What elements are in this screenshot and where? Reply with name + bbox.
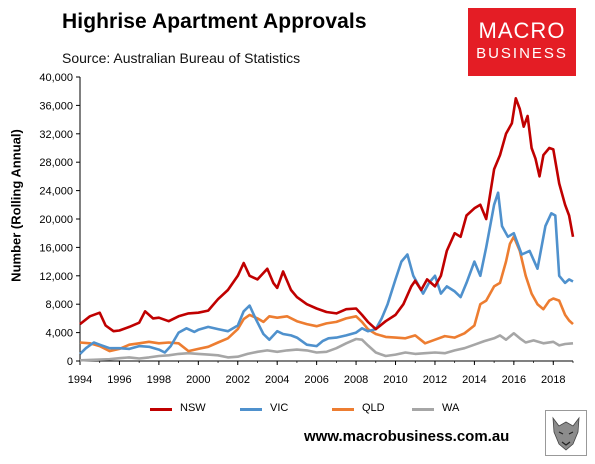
y-tick-label: 12,000 (39, 271, 73, 283)
x-tick-label: 2014 (462, 374, 486, 386)
x-tick-label: 2012 (423, 374, 447, 386)
wolf-emblem-icon (545, 410, 587, 456)
x-tick-label: 2002 (226, 374, 250, 386)
website-url[interactable]: www.macrobusiness.com.au (304, 428, 510, 445)
y-tick-label: 36,000 (39, 100, 73, 112)
macrobusiness-logo: MACRO BUSINESS (468, 8, 576, 76)
legend-label: VIC (270, 402, 289, 414)
x-tick-label: 1998 (147, 374, 171, 386)
logo-line1: MACRO (478, 18, 566, 43)
y-tick-label: 4,000 (45, 328, 73, 340)
legend-label: QLD (362, 402, 385, 414)
logo-line2: BUSINESS (476, 45, 568, 62)
legend-swatch (412, 408, 434, 411)
series-line-qld (79, 235, 574, 353)
series-line-nsw (79, 97, 575, 333)
x-tick-label: 2018 (541, 374, 565, 386)
x-tick-label: 1996 (107, 374, 131, 386)
x-tick-label: 2006 (304, 374, 328, 386)
line-chart: 0 4,000 8,000 12,000 16,000 20,000 24,000 28,00… (39, 72, 575, 386)
chart-title: Highrise Apartment Approvals (62, 10, 367, 33)
x-tick-label: 2000 (186, 374, 210, 386)
chart-subtitle: Source: Australian Bureau of Statistics (62, 50, 301, 66)
y-tick-label: 8,000 (45, 299, 73, 311)
legend-label: NSW (180, 402, 206, 414)
y-tick-label: 40,000 (39, 72, 73, 84)
y-tick-label: 32,000 (39, 129, 73, 141)
chart-legend: NSW VIC QLD WA (150, 402, 490, 418)
legend-label: WA (442, 402, 460, 414)
y-tick-label: 28,000 (39, 157, 73, 169)
x-tick-label: 2004 (265, 374, 289, 386)
legend-swatch (332, 408, 354, 411)
y-tick-label: 0 (67, 356, 73, 368)
x-tick-label: 2010 (383, 374, 407, 386)
y-tick-label: 20,000 (39, 214, 73, 226)
y-tick-label: 24,000 (39, 186, 73, 198)
series-line-vic (79, 191, 574, 355)
x-tick-label: 2008 (344, 374, 368, 386)
y-tick-label: 16,000 (39, 242, 73, 254)
x-tick-label: 2016 (502, 374, 526, 386)
x-tick-label: 1994 (68, 374, 92, 386)
legend-swatch (150, 408, 172, 411)
series-line-wa (79, 332, 574, 362)
legend-swatch (240, 408, 262, 411)
